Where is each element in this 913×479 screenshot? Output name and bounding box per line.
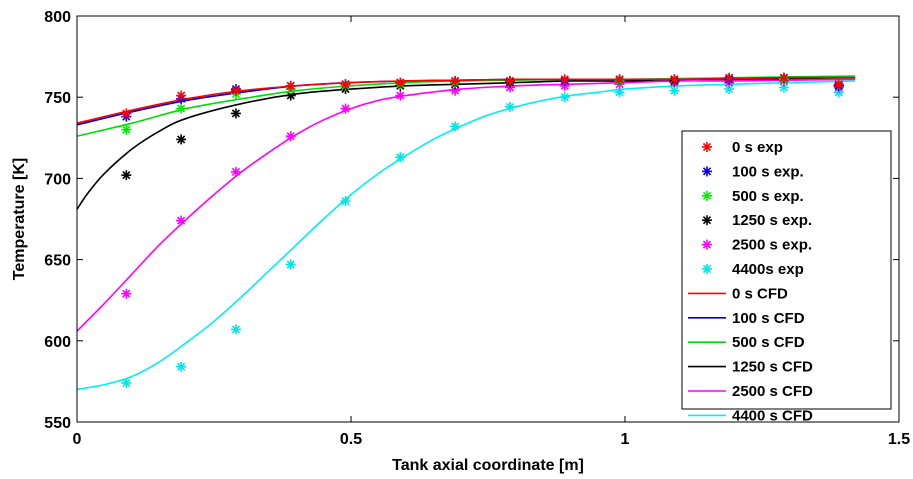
- legend-entry-label: 2500 s CFD: [732, 383, 813, 400]
- x-tick-label: 0: [73, 431, 82, 448]
- x-tick-label: 0.5: [340, 431, 362, 448]
- exp-marker: [702, 239, 712, 250]
- exp-marker: [395, 152, 406, 163]
- exp-marker: [559, 74, 570, 85]
- exp-series-4400s-exp: [121, 82, 844, 389]
- exp-marker: [176, 215, 187, 226]
- exp-marker: [121, 124, 132, 135]
- exp-marker: [395, 77, 406, 88]
- legend-entry-label: 500 s exp.: [732, 188, 804, 205]
- exp-marker: [702, 215, 712, 226]
- y-tick-label: 600: [44, 334, 71, 351]
- y-tick-label: 550: [44, 415, 71, 432]
- x-axis-label: Tank axial coordinate [m]: [392, 457, 584, 474]
- exp-marker: [230, 166, 241, 177]
- exp-marker: [669, 74, 680, 85]
- legend-entry-label: 100 s CFD: [732, 310, 805, 327]
- exp-marker: [340, 79, 351, 90]
- exp-marker: [121, 378, 132, 389]
- x-tick-label: 1.5: [888, 431, 910, 448]
- exp-marker: [450, 75, 461, 86]
- exp-marker: [702, 142, 712, 152]
- exp-series-0-s-exp: [121, 72, 844, 119]
- exp-marker: [724, 72, 735, 83]
- experimental-markers: [121, 72, 844, 389]
- legend-entry-label: 4400 s CFD: [732, 407, 813, 424]
- exp-marker: [702, 190, 712, 201]
- exp-marker: [285, 90, 296, 101]
- legend-entry-label: 100 s exp.: [732, 163, 804, 180]
- y-tick-label: 800: [44, 9, 71, 26]
- exp-marker: [833, 79, 844, 90]
- exp-marker: [230, 108, 241, 119]
- exp-marker: [285, 259, 296, 270]
- exp-marker: [176, 361, 187, 372]
- exp-marker: [614, 74, 625, 85]
- exp-marker: [176, 134, 187, 145]
- legend-entry-label: 1250 s exp.: [732, 212, 812, 229]
- exp-marker: [504, 75, 515, 86]
- exp-marker: [285, 131, 296, 142]
- y-axis-label: Temperature [K]: [11, 158, 28, 280]
- exp-marker: [340, 103, 351, 114]
- exp-marker: [176, 90, 187, 101]
- exp-marker: [230, 85, 241, 96]
- x-tick-label: 1: [621, 431, 630, 448]
- legend: 0 s exp 100 s exp. 500 s exp. 1250 s exp. 25…: [681, 130, 892, 424]
- exp-marker: [702, 264, 712, 274]
- exp-marker: [395, 90, 406, 101]
- exp-marker: [702, 166, 712, 177]
- axis-ticks: 0 0.5 1 1.5 550 600 650 700 750 800: [44, 9, 910, 448]
- exp-marker: [121, 170, 132, 181]
- exp-marker: [340, 196, 351, 207]
- legend-entry-label: 1250 s CFD: [732, 359, 813, 376]
- exp-marker: [176, 103, 187, 114]
- exp-marker: [778, 72, 789, 83]
- y-tick-label: 650: [44, 253, 71, 270]
- legend-entry-label: 4400s exp: [732, 261, 804, 278]
- exp-marker: [559, 92, 570, 103]
- cfd-line-4400-s-cfd: [76, 80, 856, 391]
- y-tick-label: 700: [44, 171, 71, 188]
- legend-entry-label: 0 s exp: [732, 139, 783, 156]
- exp-marker: [614, 87, 625, 98]
- legend-entry-label: 2500 s exp.: [732, 237, 812, 254]
- exp-marker: [285, 80, 296, 91]
- exp-marker: [121, 108, 132, 119]
- legend-entry-label: 0 s CFD: [732, 285, 788, 302]
- plot-frame: [76, 15, 900, 423]
- legend-entry-label: 500 s CFD: [732, 334, 805, 351]
- exp-marker: [724, 84, 735, 95]
- exp-marker: [450, 121, 461, 132]
- exp-marker: [121, 288, 132, 299]
- exp-marker: [230, 324, 241, 335]
- y-tick-label: 750: [44, 90, 71, 107]
- legend-box: [681, 130, 892, 410]
- exp-marker: [504, 101, 515, 112]
